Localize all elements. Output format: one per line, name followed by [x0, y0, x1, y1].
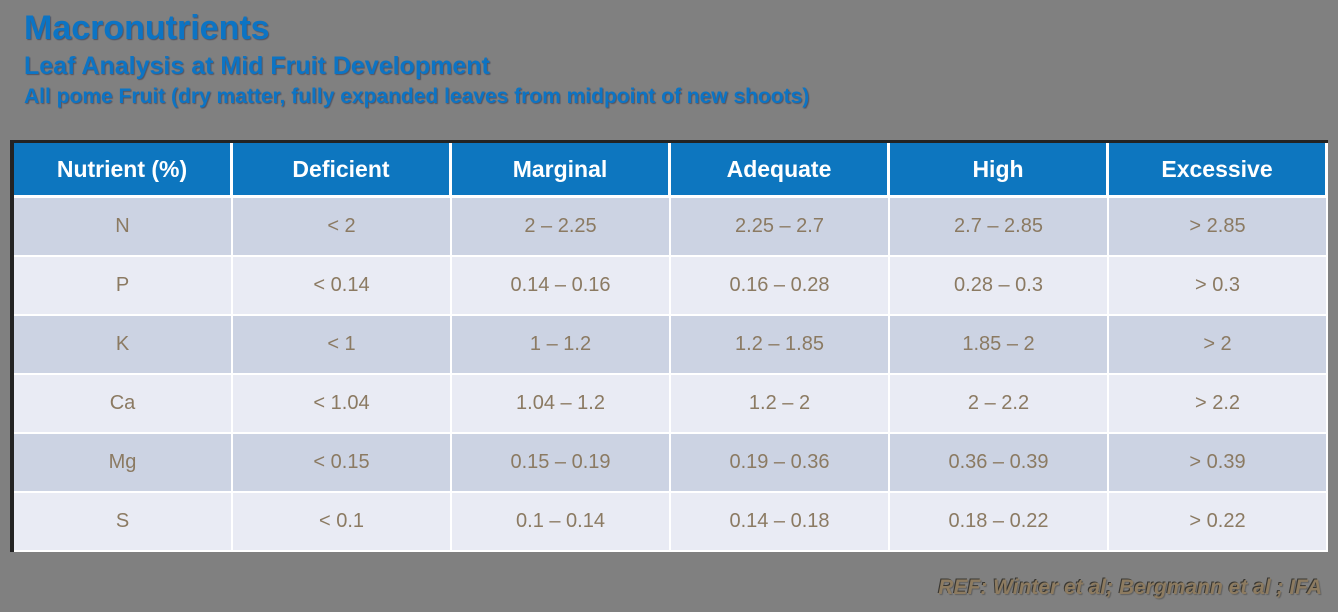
table-row-ca: Ca < 1.04 1.04 – 1.2 1.2 – 2 2 – 2.2 > 2…: [14, 375, 1328, 434]
cell-deficient: < 2: [233, 198, 452, 257]
cell-nutrient: Ca: [14, 375, 233, 434]
page-title: Macronutrients: [24, 9, 270, 47]
cell-excessive: > 2.2: [1109, 375, 1328, 434]
column-header-deficient: Deficient: [233, 143, 452, 198]
cell-excessive: > 0.39: [1109, 434, 1328, 493]
cell-high: 0.18 – 0.22: [890, 493, 1109, 552]
cell-marginal: 0.15 – 0.19: [452, 434, 671, 493]
cell-marginal: 2 – 2.25: [452, 198, 671, 257]
cell-adequate: 0.14 – 0.18: [671, 493, 890, 552]
cell-marginal: 1 – 1.2: [452, 316, 671, 375]
cell-nutrient: P: [14, 257, 233, 316]
cell-marginal: 0.1 – 0.14: [452, 493, 671, 552]
table-row-mg: Mg < 0.15 0.15 – 0.19 0.19 – 0.36 0.36 –…: [14, 434, 1328, 493]
cell-adequate: 0.16 – 0.28: [671, 257, 890, 316]
cell-high: 2.7 – 2.85: [890, 198, 1109, 257]
cell-marginal: 1.04 – 1.2: [452, 375, 671, 434]
column-header-high: High: [890, 143, 1109, 198]
table-body: N < 2 2 – 2.25 2.25 – 2.7 2.7 – 2.85 > 2…: [14, 198, 1328, 552]
cell-high: 1.85 – 2: [890, 316, 1109, 375]
cell-adequate: 2.25 – 2.7: [671, 198, 890, 257]
column-header-nutrient: Nutrient (%): [14, 143, 233, 198]
cell-excessive: > 0.3: [1109, 257, 1328, 316]
nutrient-table: Nutrient (%) Deficient Marginal Adequate…: [14, 143, 1328, 552]
cell-nutrient: N: [14, 198, 233, 257]
cell-excessive: > 2.85: [1109, 198, 1328, 257]
cell-deficient: < 0.14: [233, 257, 452, 316]
table-header: Nutrient (%) Deficient Marginal Adequate…: [14, 143, 1328, 198]
table-row-s: S < 0.1 0.1 – 0.14 0.14 – 0.18 0.18 – 0.…: [14, 493, 1328, 552]
cell-high: 2 – 2.2: [890, 375, 1109, 434]
cell-adequate: 1.2 – 2: [671, 375, 890, 434]
table-row-n: N < 2 2 – 2.25 2.25 – 2.7 2.7 – 2.85 > 2…: [14, 198, 1328, 257]
cell-excessive: > 0.22: [1109, 493, 1328, 552]
title-block: Macronutrients Leaf Analysis at Mid Frui…: [24, 9, 1314, 109]
column-header-excessive: Excessive: [1109, 143, 1328, 198]
cell-adequate: 1.2 – 1.85: [671, 316, 890, 375]
nutrient-table-frame: Nutrient (%) Deficient Marginal Adequate…: [10, 140, 1328, 552]
cell-high: 0.36 – 0.39: [890, 434, 1109, 493]
cell-deficient: < 0.1: [233, 493, 452, 552]
page-subtitle-detail: All pome Fruit (dry matter, fully expand…: [24, 85, 810, 109]
reference-text: REF: Winter et al; Bergmann et al ; IFA: [938, 576, 1322, 599]
column-header-adequate: Adequate: [671, 143, 890, 198]
cell-adequate: 0.19 – 0.36: [671, 434, 890, 493]
column-header-marginal: Marginal: [452, 143, 671, 198]
cell-high: 0.28 – 0.3: [890, 257, 1109, 316]
cell-nutrient: K: [14, 316, 233, 375]
cell-marginal: 0.14 – 0.16: [452, 257, 671, 316]
cell-deficient: < 1.04: [233, 375, 452, 434]
table-row-k: K < 1 1 – 1.2 1.2 – 1.85 1.85 – 2 > 2: [14, 316, 1328, 375]
table-row-p: P < 0.14 0.14 – 0.16 0.16 – 0.28 0.28 – …: [14, 257, 1328, 316]
cell-nutrient: S: [14, 493, 233, 552]
cell-deficient: < 0.15: [233, 434, 452, 493]
page-subtitle: Leaf Analysis at Mid Fruit Development: [24, 52, 490, 81]
cell-excessive: > 2: [1109, 316, 1328, 375]
cell-nutrient: Mg: [14, 434, 233, 493]
cell-deficient: < 1: [233, 316, 452, 375]
header-row: Nutrient (%) Deficient Marginal Adequate…: [14, 143, 1328, 198]
